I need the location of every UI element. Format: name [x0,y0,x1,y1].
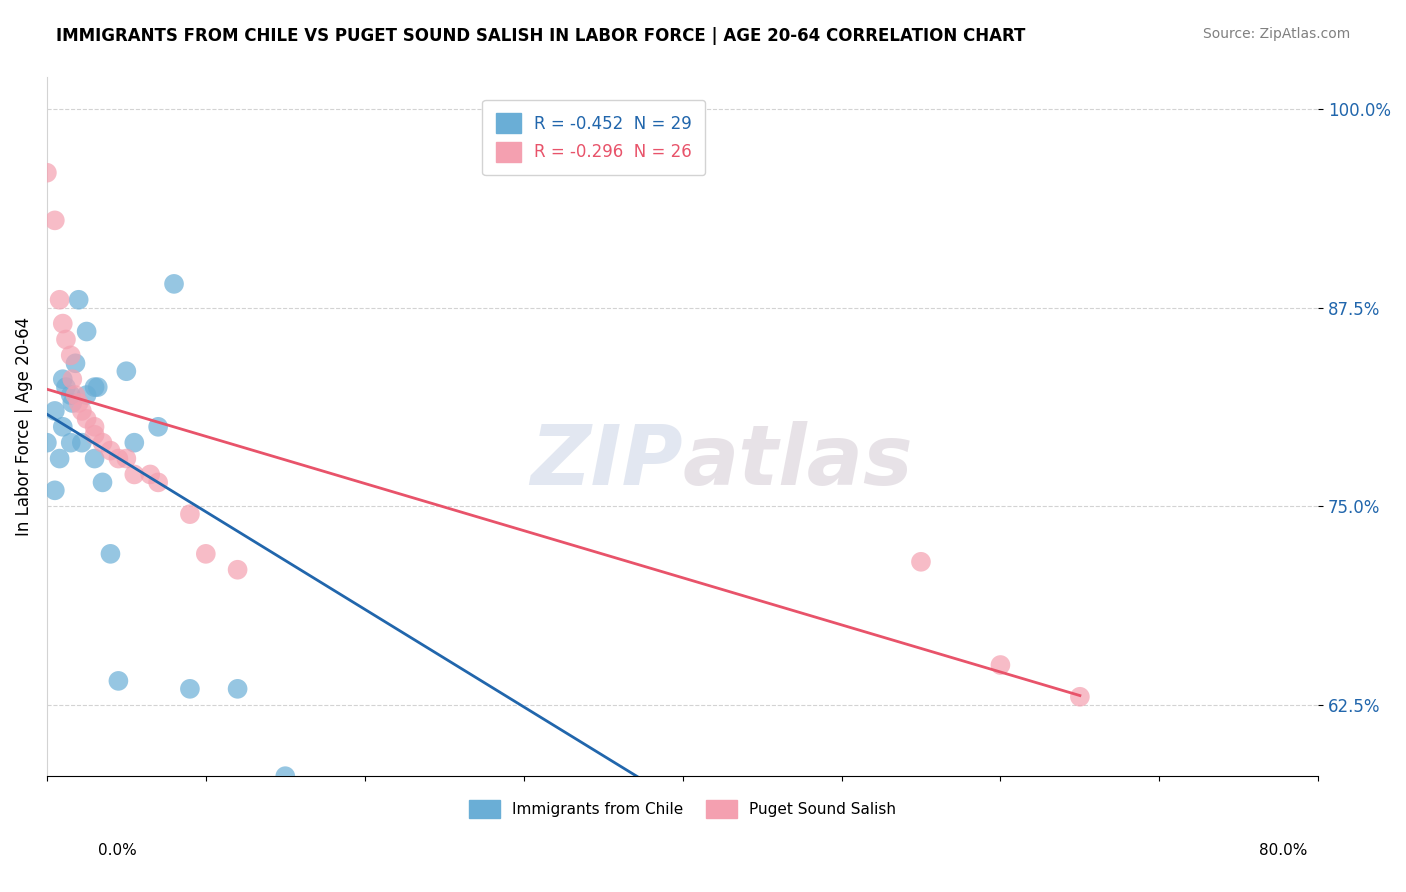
Text: atlas: atlas [682,421,914,502]
Text: 80.0%: 80.0% [1260,843,1308,858]
Point [910,555,932,569]
Point [179,681,201,696]
Text: Source: ZipAtlas.com: Source: ZipAtlas.com [1202,27,1350,41]
Point [87,380,110,394]
Point [124,435,146,450]
Text: 0.0%: 0.0% [98,843,138,858]
Point [814,793,837,807]
Point [146,475,169,490]
Point [163,277,186,291]
Point [91,435,114,450]
Point [35,435,58,450]
Point [76,412,98,426]
Point [48,293,70,307]
Point [100,443,122,458]
Point [70,435,93,450]
Point [100,547,122,561]
Point [60,396,83,410]
Point [55,333,77,347]
Point [67,396,90,410]
Point [67,293,90,307]
Point [76,325,98,339]
Point [83,451,105,466]
Point [83,427,105,442]
Point [1069,690,1091,704]
Point [44,213,66,227]
Point [124,467,146,482]
Text: ZIP: ZIP [530,421,682,502]
Point [194,547,217,561]
Point [107,451,129,466]
Point [59,435,82,450]
Point [65,388,87,402]
Point [115,364,138,378]
Point [226,681,249,696]
Point [226,563,249,577]
Point [52,372,75,386]
Point [76,388,98,402]
Point [48,451,70,466]
Point [107,673,129,688]
Point [139,467,162,482]
Point [70,404,93,418]
Point [83,419,105,434]
Point [52,419,75,434]
Point [990,658,1012,673]
Y-axis label: In Labor Force | Age 20-64: In Labor Force | Age 20-64 [15,318,32,536]
Point [44,404,66,418]
Point [35,166,58,180]
Point [60,372,83,386]
Point [65,356,87,370]
Point [44,483,66,498]
Point [146,419,169,434]
Point [91,475,114,490]
Point [52,317,75,331]
Point [179,507,201,521]
Point [83,380,105,394]
Text: IMMIGRANTS FROM CHILE VS PUGET SOUND SALISH IN LABOR FORCE | AGE 20-64 CORRELATI: IMMIGRANTS FROM CHILE VS PUGET SOUND SAL… [56,27,1025,45]
Point [55,380,77,394]
Point [274,769,297,783]
Point [59,348,82,362]
Point [59,388,82,402]
Legend: Immigrants from Chile, Puget Sound Salish: Immigrants from Chile, Puget Sound Salis… [463,794,903,824]
Point [115,451,138,466]
